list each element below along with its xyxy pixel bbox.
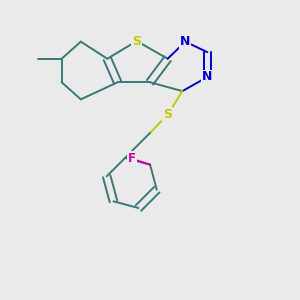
- Text: S: S: [132, 34, 141, 48]
- Text: F: F: [128, 152, 136, 165]
- Text: S: S: [163, 108, 172, 121]
- Text: N: N: [180, 35, 190, 48]
- Text: N: N: [202, 70, 213, 83]
